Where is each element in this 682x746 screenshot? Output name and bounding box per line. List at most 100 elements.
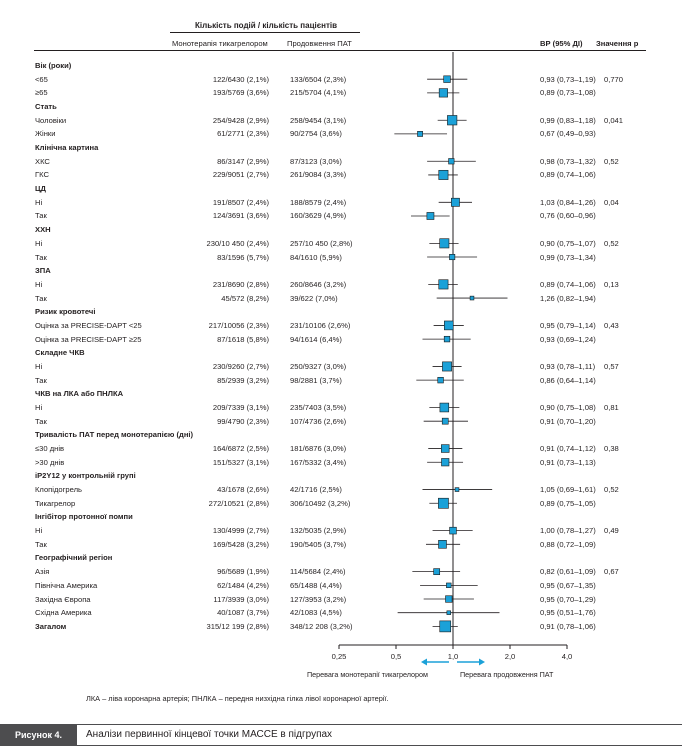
subgroup-header: Загалом [35,621,67,631]
subgroup-label: Так [35,252,47,262]
dapt-events: 215/5704 (4,1%) [290,88,347,98]
subgroup-label: Ні [35,238,43,248]
hr-marker [438,540,447,549]
hr-marker [426,212,435,220]
arrow-left-head [421,658,427,666]
mono-events: 164/6872 (2,5%) [212,444,269,454]
mono-events: 254/9428 (2,9%) [212,115,269,125]
mono-events: 209/7339 (3,1%) [212,403,269,412]
subgroup-label: Так [35,416,47,426]
mono-events: 87/1618 (5,8%) [217,334,269,344]
mono-events: 169/5428 (3,2%) [212,539,269,549]
footnote: ЛКА – ліва коронарна артерія; ПНЛКА – пе… [86,694,389,703]
p-value: 0,57 [604,361,619,371]
hr-ci: 0,93 (0,69–1,24) [540,334,596,344]
subgroup-label: Клопідогрель [35,485,82,495]
mono-events: 83/1596 (5,7%) [217,252,269,262]
hr-marker [417,131,423,137]
hr-ci: 0,89 (0,74–1,06) [540,170,596,180]
hr-marker [438,88,448,98]
subgroup-header: ХХН [35,225,51,235]
mono-events: 117/3939 (3,0%) [213,594,269,604]
hr-ci: 0,99 (0,73–1,34) [540,252,596,262]
dapt-events: 167/5332 (3,4%) [290,457,347,467]
hr-ci: 0,91 (0,74–1,12) [540,444,596,454]
axis-left-label: Перевага монотерапії тикагрелором [307,670,428,679]
hr-marker [445,595,453,603]
p-value: 0,81 [604,403,619,412]
arrow-right-head [479,658,485,666]
mono-events: 124/3691 (3,6%) [212,211,269,221]
subgroup-label: Так [35,211,47,221]
figure-title: Аналізи первинної кінцевої точки МАССЕ в… [86,729,333,740]
dapt-events: 306/10492 (3,2%) [290,498,351,508]
hr-ci: 0,89 (0,74–1,06) [540,279,596,289]
subgroup-header: Ризик кровотечі [35,307,96,317]
hr-marker [469,295,475,301]
subgroup-header: Географічний регіон [35,553,113,563]
p-value: 0,04 [604,197,619,207]
subgroup-header: Інгібітор протонної помпи [35,512,133,522]
hr-ci: 0,93 (0,73–1,19) [540,74,596,84]
mono-events: 217/10056 (2,3%) [208,320,269,330]
subgroup-label: Східна Америка [35,608,92,618]
subgroup-label: ГКС [35,170,49,180]
subgroup-header: ЦД [35,184,46,194]
hr-ci: 0,91 (0,78–1,06) [540,621,596,631]
hr-ci: 1,05 (0,69–1,61) [540,485,596,495]
hr-marker [438,279,449,290]
dapt-events: 188/8579 (2,4%) [290,197,347,207]
hr-ci: 1,26 (0,82–1,94) [540,293,596,303]
hr-ci: 0,93 (0,78–1,11) [540,361,596,371]
subgroup-header: iP2Y12 у контрольній групі [35,471,136,481]
mono-events: 229/9051 (2,7%) [212,170,269,180]
dapt-events: 127/3953 (3,2%) [290,594,347,604]
hr-ci: 0,89 (0,75–1,05) [540,498,596,508]
dapt-events: 39/622 (7,0%) [290,293,338,303]
hr-marker [438,169,449,180]
figure-label: Рисунок 4. [0,724,77,746]
hr-marker [446,610,451,615]
hr-marker [451,197,460,207]
mono-events: 272/10521 (2,8%) [208,498,269,508]
x-tick-label: 0,5 [390,652,402,661]
dapt-events: 42/1716 (2,5%) [290,485,342,495]
dapt-events: 65/1488 (4,4%) [290,580,342,590]
x-tick-label: 4,0 [561,652,573,661]
header-rule [34,50,646,51]
mono-events: 122/6430 (2,1%) [212,74,269,84]
mono-events: 151/5327 (3,1%) [212,457,269,467]
mono-events: 86/3147 (2,9%) [217,156,269,166]
hr-marker [442,361,452,372]
mono-events: 45/572 (8,2%) [221,293,269,303]
dapt-events: 132/5035 (2,9%) [290,526,347,536]
subgroup-label: Чоловіки [35,115,67,125]
subgroup-label: ≤30 днів [35,444,65,454]
p-value: 0,52 [604,485,619,495]
dapt-events: 190/5405 (3,7%) [290,539,347,549]
p-value: 0,43 [604,320,619,330]
x-tick-label: 2,0 [504,652,516,661]
hr-ci: 0,91 (0,73–1,13) [540,457,596,467]
hr-marker [438,497,449,509]
p-value: 0,38 [604,444,619,454]
caption-rule-top [77,724,682,725]
mono-events: 85/2939 (3,2%) [217,375,269,385]
subgroup-label: Ні [35,361,43,371]
dapt-events: 348/12 208 (3,2%) [290,621,353,631]
hr-ci: 0,91 (0,70–1,20) [540,416,596,426]
group-title: Кількість подій / кількість пацієнтів [195,21,338,30]
p-value: 0,52 [604,238,619,248]
subgroup-label: Так [35,375,47,385]
col-header-dapt: Продовження ПАТ [287,39,352,48]
dapt-events: 257/10 450 (2,8%) [290,238,353,248]
hr-marker [444,320,454,331]
hr-marker [443,75,451,83]
subgroup-label: Так [35,293,47,303]
hr-marker [441,444,450,453]
hr-ci: 0,99 (0,83–1,18) [540,115,596,125]
hr-ci: 0,98 (0,73–1,32) [540,156,596,166]
x-tick-label: 0,25 [331,652,347,661]
hr-marker [439,238,450,249]
p-value: 0,041 [604,115,624,125]
